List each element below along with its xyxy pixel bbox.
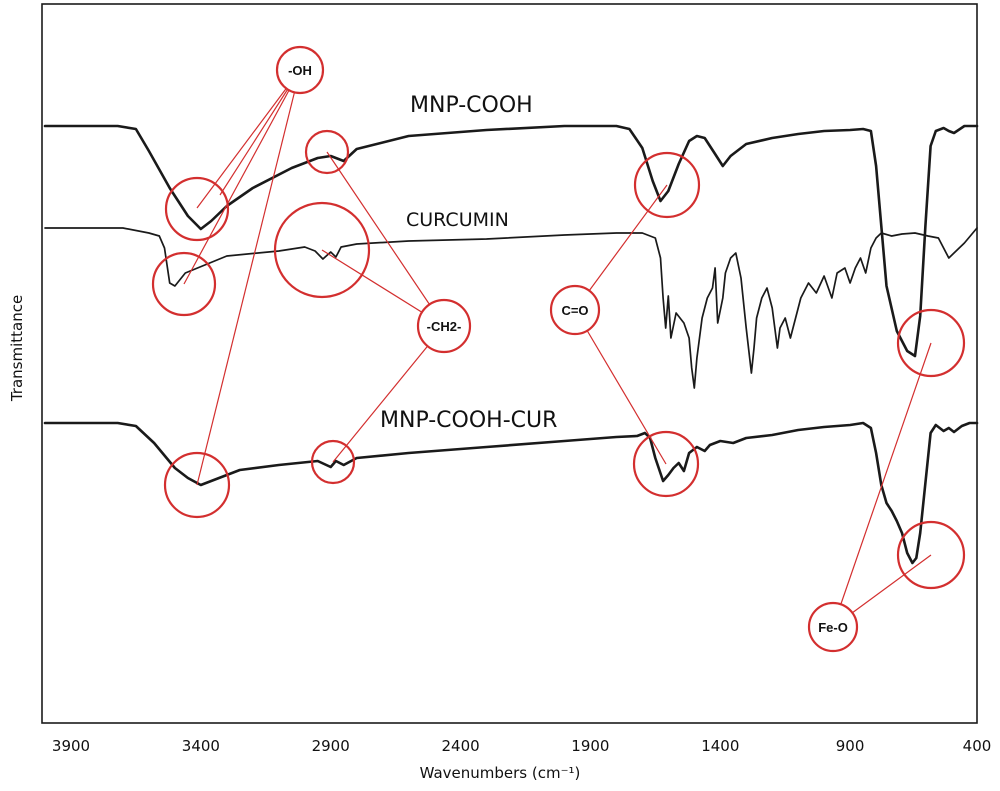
ring-ch2-curcumin	[273, 201, 371, 299]
group-label-co-ring	[549, 284, 601, 336]
leader-ch2-1	[326, 151, 445, 327]
group-label-ch2: -CH2-	[416, 298, 472, 354]
group-label-ch2-ring	[416, 298, 472, 354]
series-label-mnp-cooh: MNP-COOH	[410, 93, 533, 118]
group-label-oh-text: -OH	[288, 63, 312, 78]
group-label-oh-ring	[275, 45, 325, 95]
group-label-co-text: C=O	[561, 303, 588, 318]
x-tick-label-3900: 3900	[52, 737, 90, 755]
series-line-mnp-cooh-cur	[43, 421, 979, 565]
group-label-oh: -OH	[275, 45, 325, 95]
plot-frame	[41, 3, 978, 724]
leader-oh-4	[219, 69, 301, 196]
ring-oh-mnp-cooh	[164, 176, 230, 242]
group-label-feo-text: Fe-O	[818, 620, 848, 635]
ring-ch2-mnp-cooh-cur	[310, 439, 356, 485]
ring-co-mnp-cooh	[633, 151, 701, 219]
ring-oh-curcumin	[151, 251, 217, 317]
x-tick-label-400: 400	[963, 737, 992, 755]
leader-co-2	[574, 309, 667, 465]
series-line-mnp-cooh	[43, 124, 979, 358]
peak-highlight-rings	[151, 129, 966, 590]
x-tick-label-1400: 1400	[701, 737, 739, 755]
x-axis-title: Wavenumbers (cm⁻¹)	[420, 764, 581, 782]
group-label-feo: Fe-O	[807, 601, 859, 653]
series-label-mnp-cooh-cur: MNP-COOH-CUR	[380, 408, 557, 433]
ring-ch2-mnp-cooh	[304, 129, 350, 175]
leader-co-1	[574, 184, 668, 311]
ring-co-mnp-cooh-cur	[632, 430, 700, 498]
spectrum-traces	[43, 124, 979, 565]
x-tick-label-1900: 1900	[571, 737, 609, 755]
y-axis-title: Transmittance	[8, 295, 26, 402]
series-label-curcumin: CURCUMIN	[406, 209, 509, 231]
x-tick-label-2400: 2400	[442, 737, 480, 755]
leader-oh-2	[183, 69, 301, 285]
leader-ch2-3	[332, 325, 445, 463]
leader-oh-1	[196, 69, 301, 209]
x-tick-label-900: 900	[836, 737, 865, 755]
x-tick-label-3400: 3400	[182, 737, 220, 755]
leader-feo-1	[832, 342, 932, 628]
leader-oh-3	[196, 69, 301, 486]
series-line-curcumin	[44, 227, 978, 389]
x-tick-labels: 3900 3400 2900 2400 1900 1400 900 400	[52, 737, 991, 755]
group-label-co: C=O	[549, 284, 601, 336]
x-tick-label-2900: 2900	[312, 737, 350, 755]
group-label-ch2-text: -CH2-	[427, 319, 462, 334]
group-label-feo-ring	[807, 601, 859, 653]
annotation-leaders	[183, 69, 932, 628]
ring-oh-mnp-cooh-cur	[163, 451, 231, 519]
ring-feo-mnp-cooh-cur	[896, 520, 966, 590]
ring-feo-mnp-cooh	[896, 308, 966, 378]
